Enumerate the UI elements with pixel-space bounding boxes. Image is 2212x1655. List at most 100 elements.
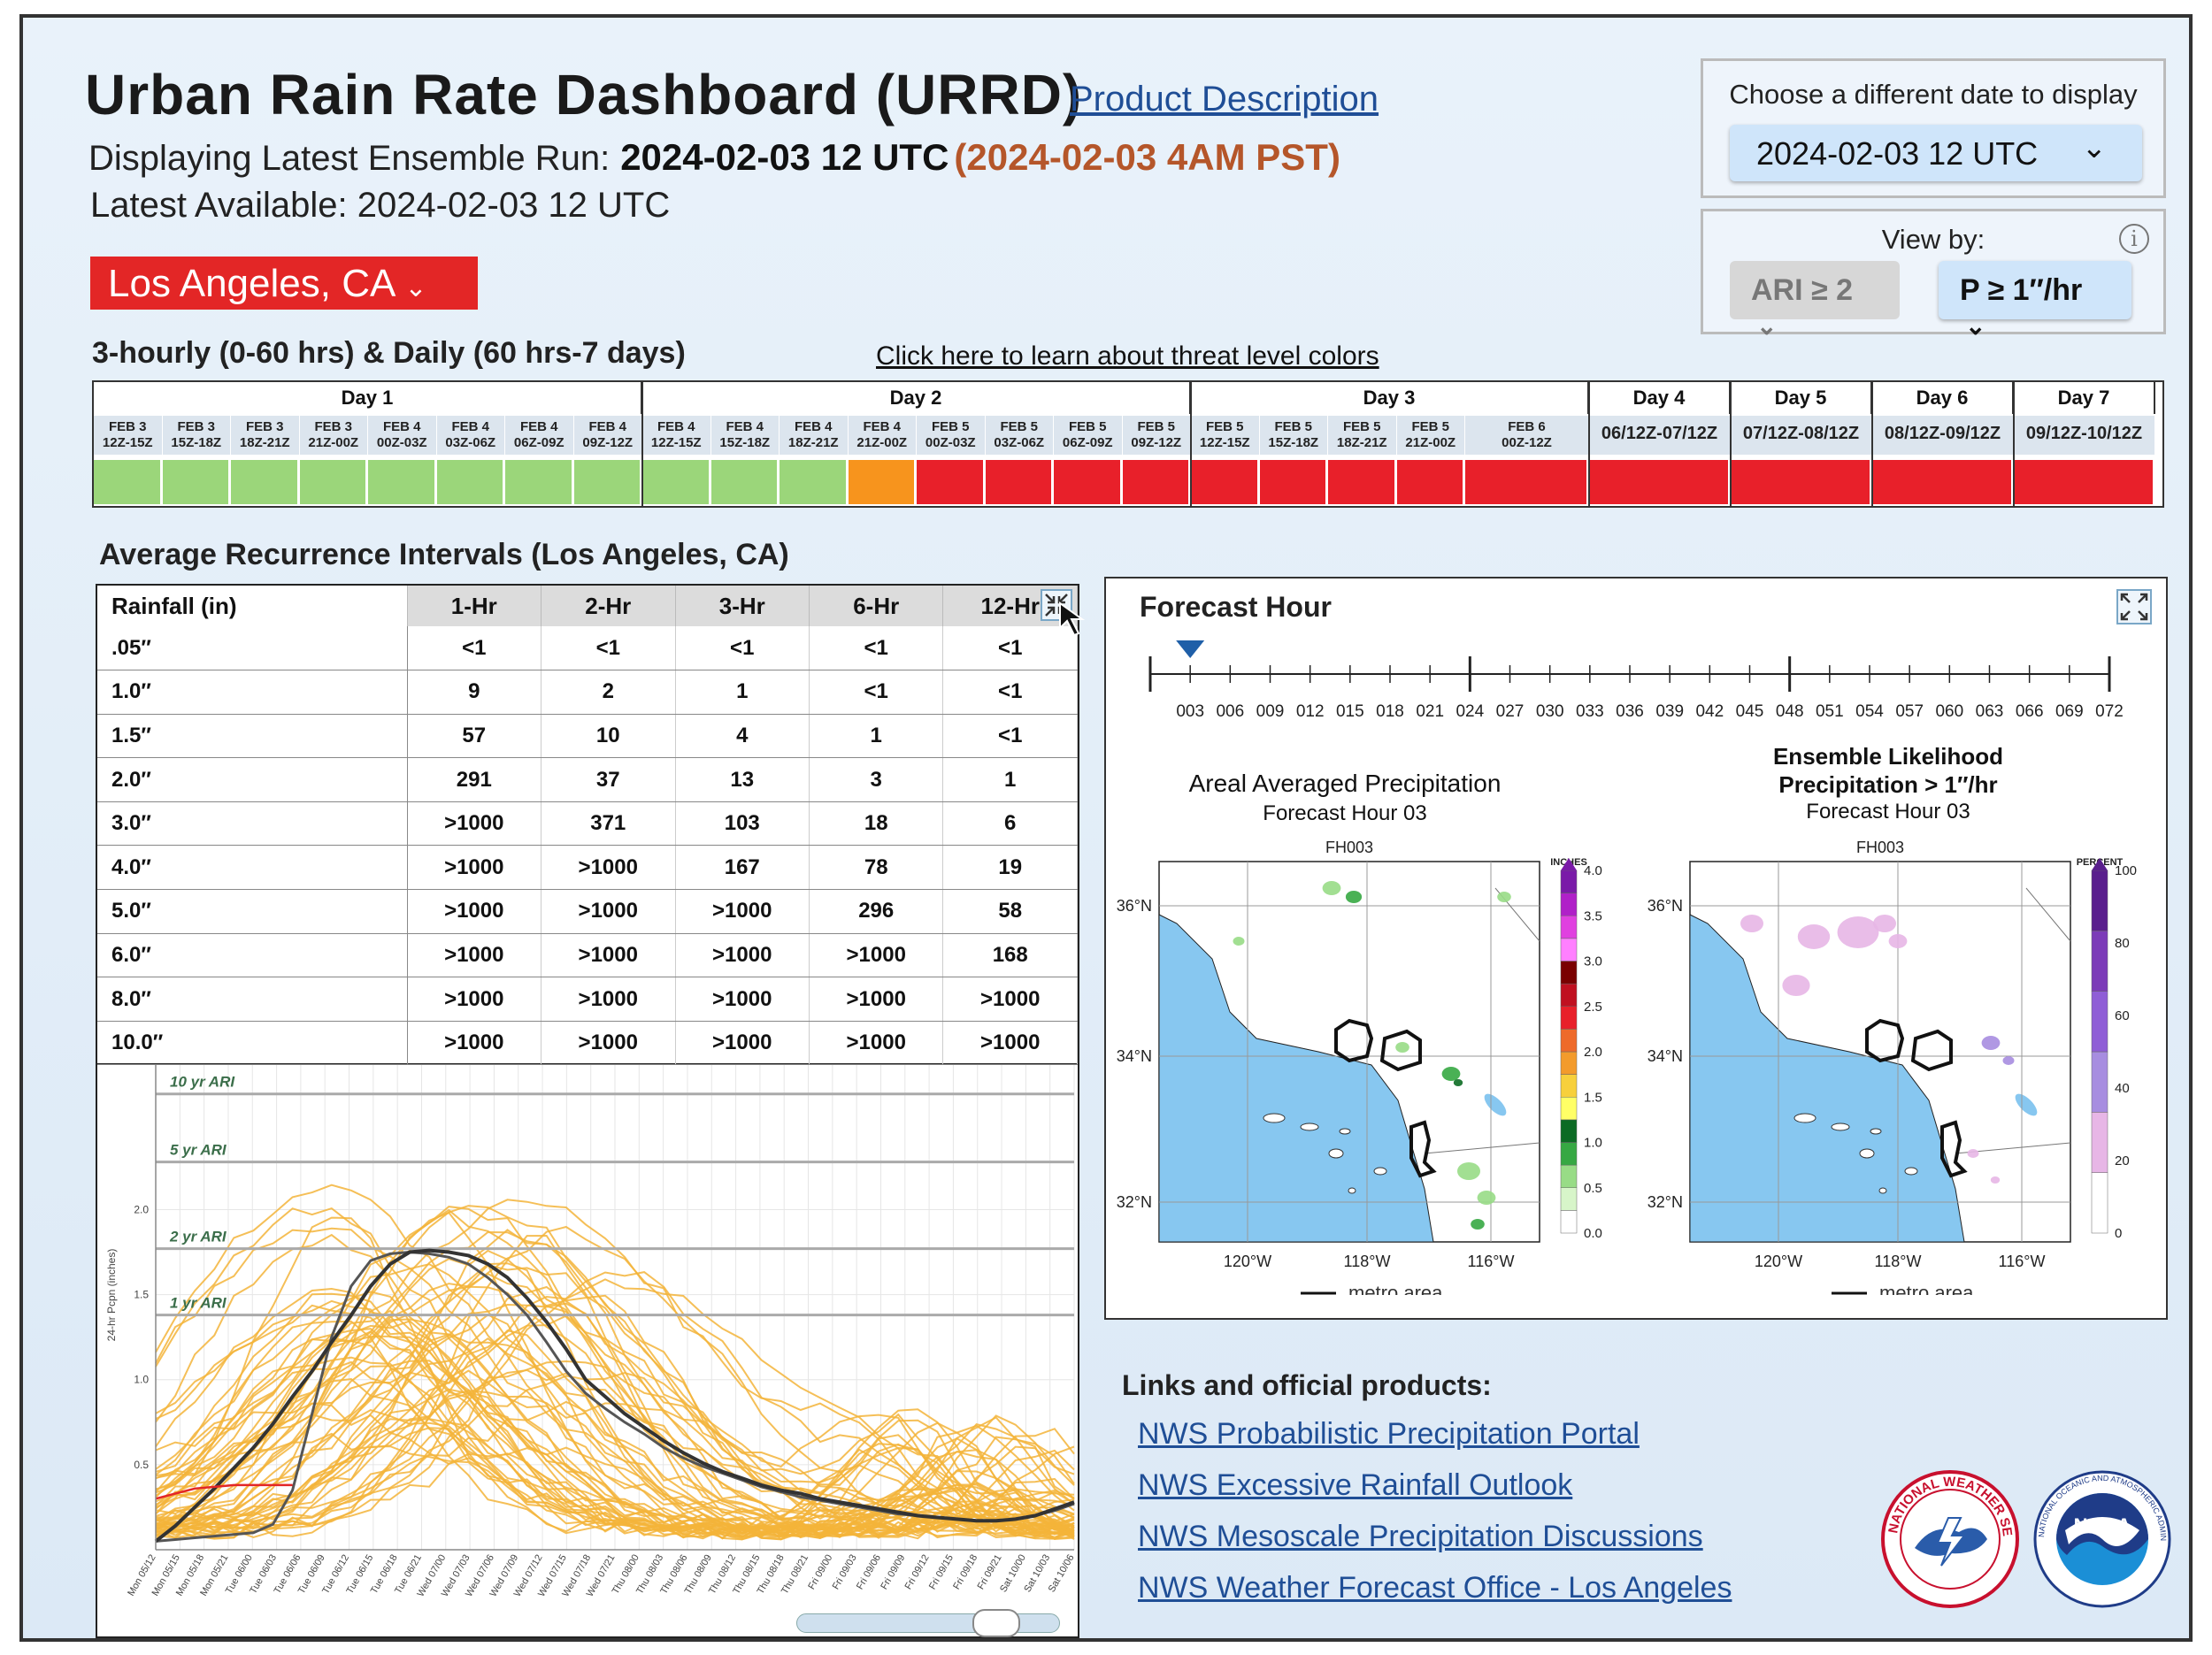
likelihood-map: FH003 36°N 34°N 32°N 120°W 118°W 116°W metro ar…: [1647, 839, 2137, 1295]
threat-cell[interactable]: [436, 460, 505, 504]
threat-cell[interactable]: [94, 460, 163, 504]
link-probabilistic-portal[interactable]: NWS Probabilistic Precipitation Portal: [1138, 1417, 1640, 1451]
threat-slot-date: FEB 5: [1274, 419, 1312, 434]
threat-daily-cell[interactable]: [1589, 460, 1731, 504]
threat-cell[interactable]: [780, 460, 849, 504]
threat-day-header: Day 5: [1731, 382, 1872, 414]
threat-slot-time: 12Z-15Z: [1199, 435, 1250, 450]
threat-slot-time: 09Z-12Z: [1131, 435, 1182, 450]
threat-cell[interactable]: [710, 460, 780, 504]
threat-day-header: Day 2: [642, 382, 1191, 414]
map-lake: [2015, 1093, 2038, 1116]
threat-slot-time: 21Z-00Z: [1405, 435, 1456, 450]
threat-daily-cell[interactable]: [1731, 460, 1872, 504]
link-wfo-los-angeles[interactable]: NWS Weather Forecast Office - Los Angele…: [1138, 1571, 1732, 1605]
ari-value-cell: 4: [675, 714, 810, 759]
threat-cell[interactable]: [162, 460, 231, 504]
threat-slot-time: 00Z-03Z: [376, 435, 427, 450]
threat-colors-link[interactable]: Click here to learn about threat level c…: [876, 341, 1379, 371]
threat-slot-date: FEB 4: [726, 419, 764, 434]
threat-slot-date: FEB 5: [1068, 419, 1107, 434]
ari-value-cell: 6: [942, 801, 1078, 847]
threat-cell[interactable]: [917, 460, 986, 504]
ari-value-cell: <1: [809, 670, 944, 715]
ari-value-cell: 13: [675, 757, 810, 802]
threat-slot-time: 18Z-21Z: [1336, 435, 1387, 450]
map-island: [1339, 1128, 1351, 1135]
threat-daily-cell[interactable]: [1872, 460, 2014, 504]
threat-cell[interactable]: [1328, 460, 1397, 504]
threat-cell[interactable]: [1465, 460, 1589, 504]
timeline-hour-label: 060: [1935, 702, 1963, 721]
threat-cell[interactable]: [231, 460, 300, 504]
map-island: [1263, 1113, 1286, 1123]
threat-daily-cell[interactable]: [2014, 460, 2155, 504]
chevron-down-icon: ⌄: [2081, 131, 2108, 165]
map-precip-blob: [1797, 924, 1831, 949]
colorbar-tick-label: 60: [2115, 1008, 2130, 1023]
threat-cell[interactable]: [299, 460, 368, 504]
colorbar-tick-label: 0: [2115, 1226, 2122, 1241]
threat-slot-time: 09Z-12Z: [582, 435, 634, 450]
ensemble-plume-chart: Mon 05/12 Mon 05/15 Mon 05/18 Mon 05/21 Tue …: [96, 1065, 1079, 1638]
threat-day-header: Day 4: [1589, 382, 1731, 414]
chart-scrollbar[interactable]: [796, 1609, 1060, 1637]
colorbar-segment: [1560, 1164, 1578, 1188]
colorbar-segment: [1560, 916, 1578, 939]
colorbar-segment: [2091, 1112, 2108, 1173]
map-lon-label: 116°W: [1468, 1253, 1515, 1270]
ari-value-cell: >1000: [809, 1021, 944, 1066]
threat-day-divider: [1871, 382, 1873, 506]
ari-rainfall-cell: 5.0″: [97, 889, 408, 934]
threat-cell[interactable]: [848, 460, 917, 504]
colorbar-segment: [1560, 1187, 1578, 1211]
expand-icon[interactable]: [2116, 589, 2152, 624]
probability-select[interactable]: P ≥ 1″/hr ⌄: [1939, 261, 2131, 340]
probability-select-value: P ≥ 1″/hr: [1960, 273, 2083, 307]
plume-member-line: [155, 1432, 1075, 1539]
link-excessive-rainfall[interactable]: NWS Excessive Rainfall Outlook: [1138, 1468, 1573, 1502]
noaa-logo: NATIONAL OCEANIC AND ATMOSPHERIC ADMINIS…: [2032, 1468, 2171, 1608]
threat-slot-date: FEB 4: [588, 419, 626, 434]
collapse-icon[interactable]: [1041, 589, 1072, 621]
threat-cell[interactable]: [1054, 460, 1123, 504]
ari-select[interactable]: ARI ≥ 2 ⌄: [1730, 261, 1900, 340]
timeline-hour-label: 036: [1616, 702, 1644, 721]
colorbar-segment: [1560, 1142, 1578, 1166]
link-mesoscale-discussions[interactable]: NWS Mesoscale Precipitation Discussions: [1138, 1520, 1703, 1553]
timeline-hour-label: 066: [2016, 702, 2044, 721]
plume-member-line: [155, 1285, 1075, 1538]
map-precip-blob: [1457, 1162, 1480, 1180]
colorbar-segment: [1560, 983, 1578, 1007]
threat-cell[interactable]: [642, 460, 711, 504]
product-description-link[interactable]: Product Description: [1070, 80, 1379, 119]
threat-slot-label: FEB 5 21Z-00Z: [1396, 416, 1465, 455]
threat-cell[interactable]: [1396, 460, 1465, 504]
ari-rainfall-cell: 8.0″: [97, 977, 408, 1022]
threat-slot-date: FEB 3: [314, 419, 352, 434]
threat-cell[interactable]: [505, 460, 574, 504]
threat-cell[interactable]: [1259, 460, 1328, 504]
threat-slot-time: 15Z-18Z: [1268, 435, 1319, 450]
threat-slot-time: 18Z-21Z: [239, 435, 290, 450]
date-select[interactable]: 2024-02-03 12 UTC ⌄: [1730, 125, 2142, 181]
forecast-hour-slider[interactable]: 003 006 009 012 015 018 021 024 027 030 033 036 039 0…: [1106, 630, 2150, 727]
threat-cell[interactable]: [1122, 460, 1191, 504]
chart-scrollbar-thumb[interactable]: [972, 1609, 1020, 1637]
threat-slot-date: FEB 3: [177, 419, 215, 434]
map-metro-outline: [1865, 1018, 1905, 1063]
colorbar-segment: [2091, 1172, 2108, 1234]
timeline-hour-label: 054: [1855, 702, 1884, 721]
plume-ytick-label: 0.5: [134, 1459, 149, 1471]
threat-cell[interactable]: [1191, 460, 1260, 504]
threat-slot-label: FEB 5 03Z-06Z: [985, 416, 1054, 455]
info-icon[interactable]: i: [2119, 224, 2149, 254]
threat-cell[interactable]: [573, 460, 642, 504]
city-dropdown[interactable]: Los Angeles, CA ⌄: [90, 257, 478, 310]
map-precip-blob: [1967, 1149, 1979, 1158]
plume-member-line: [155, 1229, 1075, 1537]
threat-cell[interactable]: [368, 460, 437, 504]
plume-member-line: [155, 1337, 1075, 1537]
plume-member-line: [155, 1368, 1075, 1528]
threat-cell[interactable]: [985, 460, 1054, 504]
